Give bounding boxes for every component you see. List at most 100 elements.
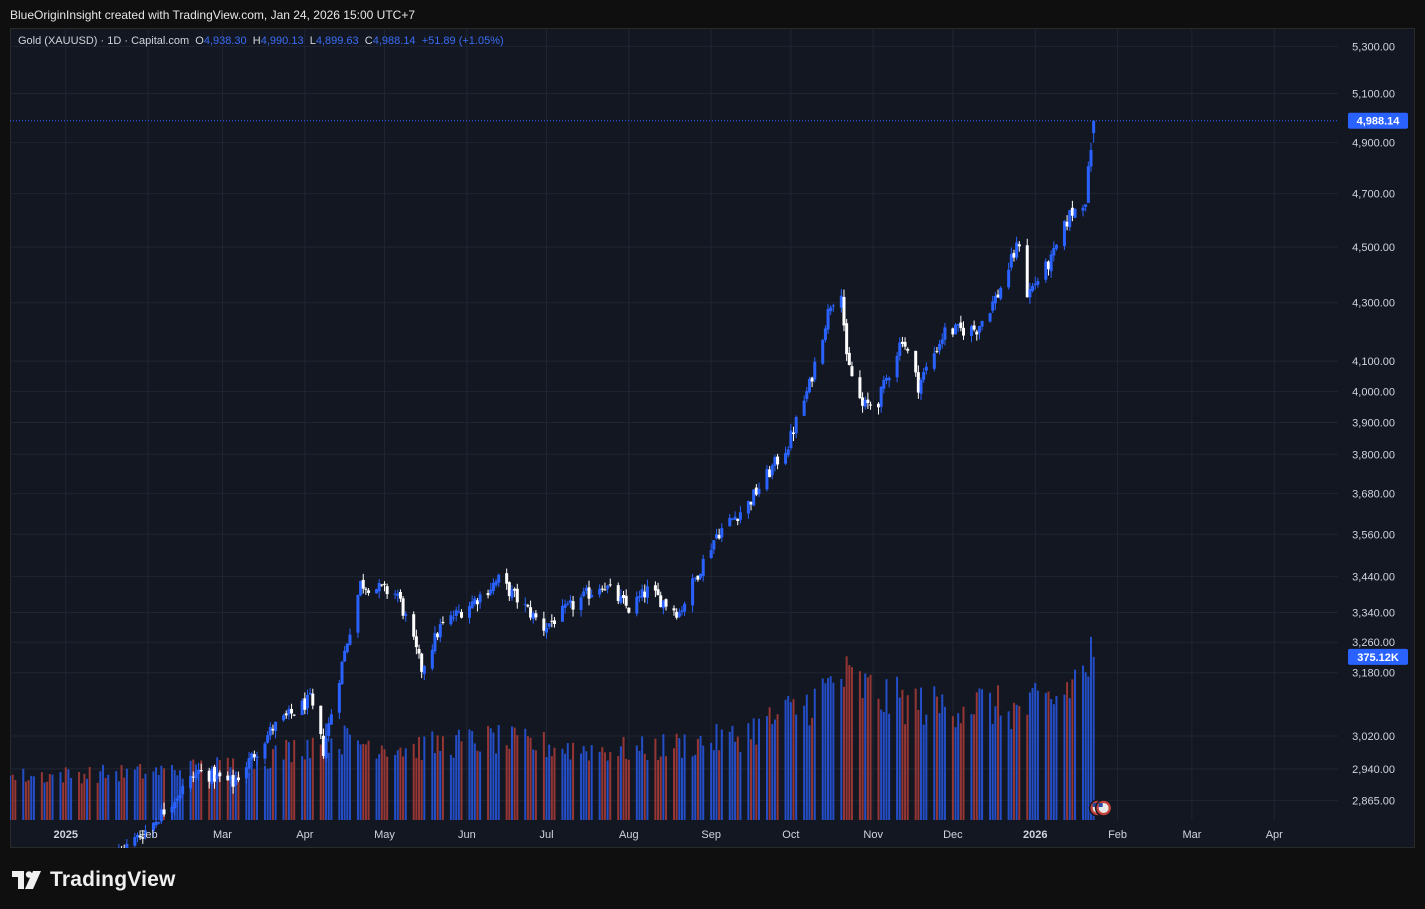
candle-body [1044,261,1048,280]
volume-bar [346,728,349,820]
candle-body [786,449,790,456]
volume-bar [1087,676,1090,820]
candle-body [866,399,870,404]
volume-bar [526,736,529,820]
candle-body [900,341,904,344]
candle-body [619,596,623,603]
open-label: O [195,35,204,47]
volume-bar [386,756,389,820]
candle-body [582,591,586,597]
candle-body [308,692,312,695]
volume-bar [561,748,564,820]
price-axis[interactable]: 5,300.00 5,100.00 4,900.00 4,700.00 4,500.00… [1352,41,1395,807]
chart-caption: BlueOriginInsight created with TradingVi… [10,8,416,22]
volume-bar [603,752,606,820]
high-value: 4,990.13 [260,35,304,47]
volume-bar [813,688,816,820]
time-axis[interactable]: 2025 Feb Mar Apr May Jun Jul Aug Sep Oct Nov Dec 202… [54,829,1284,841]
time-tick-label: Oct [782,829,799,841]
volume-bar [399,747,402,820]
candle-body [329,714,333,725]
candle-body [159,809,163,822]
candle-body [919,379,923,394]
volume-bar [282,759,285,820]
candle-body [234,779,238,785]
volume-bar [994,706,997,820]
candle-body [1068,210,1072,228]
candle-body [1065,221,1069,227]
candle-body [393,593,397,595]
candle-body [250,753,254,760]
price-chart[interactable]: 5,300.00 5,100.00 4,900.00 4,700.00 4,500.00… [10,28,1415,848]
volume-bar [548,744,551,820]
volume-bar [933,686,936,820]
chart-frame[interactable] [10,28,1415,848]
candle-body [529,607,533,618]
volume-bar [253,769,256,820]
candle-body [863,400,867,407]
candle-body [218,772,222,777]
time-tick-label: Apr [1266,829,1283,841]
candle-body [244,767,248,779]
volume-bars [10,636,1095,820]
us-flag-icon[interactable] [1094,799,1113,817]
volume-bar [303,759,306,820]
candle-body [1012,252,1016,258]
symbol-legend[interactable]: Gold (XAUUSD) · 1D · Capital.com O4,938.… [18,35,504,47]
candle-body [321,735,325,756]
candle-body [417,648,421,654]
volume-bar [795,714,798,820]
volume-bar [702,745,705,820]
volume-bar [734,741,737,820]
candle-body [943,327,947,340]
volume-bar [402,756,405,820]
candle-body [523,603,527,605]
candle-body [606,585,610,589]
candle-body [513,588,517,591]
price-tick-label: 4,100.00 [1352,356,1395,368]
volume-bar [1089,636,1092,820]
candle-body [157,822,161,824]
candle-body [337,682,341,713]
volume-bar [495,753,498,820]
volume-bar [1007,711,1010,820]
volume-bar [341,754,343,820]
time-tick-label: Feb [139,829,158,841]
volume-bar [1036,690,1039,820]
volume-bar [269,767,272,820]
candle-body [831,305,835,307]
volume-bar [1010,729,1013,820]
candle-body [377,583,381,592]
volume-bar [473,743,476,820]
volume-bar [420,760,423,820]
volume-bar [824,683,827,820]
volume-bar [1047,691,1050,820]
candle-body [656,589,660,596]
us-flag-icon[interactable] [1088,799,1113,817]
volume-bar [997,685,1000,820]
candle-body [430,649,434,669]
volume-bar [696,738,699,820]
candle-body [693,577,697,579]
price-tick-label: 4,700.00 [1352,189,1395,201]
candle-body [624,595,628,606]
candle-body [922,371,926,380]
volume-bar [842,686,845,820]
candle-body [135,834,139,838]
candle-body [534,613,538,618]
candle-body [677,612,681,617]
candle-body [271,728,275,731]
volume-bar [805,694,808,820]
candle-body [348,634,352,645]
tradingview-logo[interactable]: TradingView [12,868,176,892]
candle-body [1017,244,1021,247]
volume-bar [792,699,795,820]
volume-bar [48,774,51,820]
volume-bar [271,749,274,820]
candle-body [133,837,137,846]
volume-bar [508,748,511,820]
volume-bar [1012,702,1015,820]
candle-body [356,594,360,633]
price-tick-label: 2,940.00 [1352,764,1395,776]
time-tick-label: 2025 [54,829,78,841]
